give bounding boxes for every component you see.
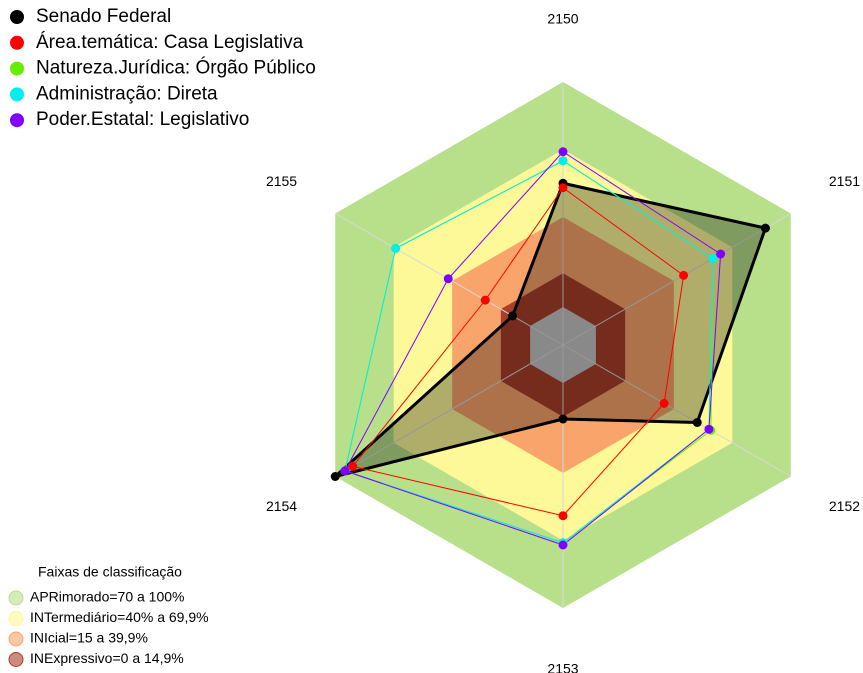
legend-marker (10, 61, 24, 76)
legend-label: Natureza.Jurídica: Órgão Público (36, 57, 316, 79)
axis-label: 2154 (266, 498, 297, 514)
point (558, 147, 568, 157)
point (348, 461, 358, 471)
axis-label: 2153 (547, 661, 578, 673)
band-legend-marker (8, 590, 24, 606)
axis-label: 2151 (829, 173, 860, 189)
band-legend-marker (8, 631, 24, 647)
point (558, 156, 568, 166)
legend-label: Poder.Estatal: Legislativo (36, 109, 249, 130)
spoke (562, 213, 792, 346)
band-legend-label: INIcial=15 a 39,9% (30, 630, 148, 646)
point (716, 249, 726, 259)
bands-legend-title: Faixas de classificação (38, 564, 182, 580)
spoke (562, 344, 792, 477)
point (558, 540, 568, 550)
point (708, 254, 718, 263)
legend-label: Administração: Direta (36, 83, 218, 104)
legend-marker (10, 113, 24, 128)
band-legend-label: APRimorado=70 a 100% (30, 589, 185, 605)
legend-marker (10, 35, 24, 50)
point (443, 274, 453, 284)
legend-label: Senado Federal (36, 6, 171, 27)
point (508, 311, 518, 321)
point (679, 270, 689, 280)
legend-marker (10, 10, 24, 24)
point (391, 243, 401, 253)
band-legend-label: INTermediário=40% a 69,9% (30, 609, 209, 625)
point (659, 398, 669, 408)
point (704, 424, 714, 434)
point (480, 295, 490, 305)
legend-marker (10, 87, 24, 102)
point (558, 414, 568, 424)
band-legend-marker (8, 652, 24, 667)
point (340, 466, 350, 476)
point (760, 223, 770, 233)
band-legend-label: INExpressivo=0 a 14,9% (30, 650, 184, 666)
legend-label: Área.temática: Casa Legislativa (36, 32, 304, 53)
point (692, 418, 702, 427)
axis-label: 2150 (547, 11, 578, 27)
axis-label: 2155 (266, 173, 297, 189)
point (330, 472, 340, 481)
axis-label: 2152 (829, 498, 860, 514)
band-legend-marker (8, 611, 24, 626)
point (558, 511, 568, 521)
spoke (334, 344, 564, 477)
point (558, 183, 568, 193)
